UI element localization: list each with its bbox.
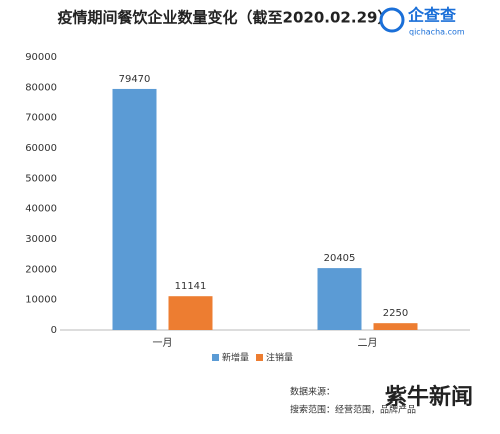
legend-label: 新增量	[222, 352, 249, 364]
footnote: 数据来源：	[290, 386, 335, 398]
legend-label: 注销量	[266, 352, 293, 364]
data-label: 20405	[324, 253, 356, 264]
x-tick-label: 二月	[358, 337, 378, 349]
bar	[373, 323, 418, 330]
bar	[168, 296, 213, 330]
bar	[317, 268, 362, 330]
logo-icon	[379, 7, 405, 33]
data-label: 11141	[175, 281, 207, 292]
x-tick-label: 一月	[153, 337, 173, 349]
y-tick-label: 50000	[25, 173, 57, 184]
footnote: 搜索范围：经营范围，品牌产品	[290, 404, 416, 416]
logo-url: qichacha.com	[409, 28, 465, 37]
watermark: 紫牛新闻	[385, 384, 473, 410]
logo-text: 企查查	[407, 6, 456, 25]
y-tick-label: 40000	[25, 204, 57, 215]
y-tick-label: 10000	[25, 295, 57, 306]
bar	[112, 88, 157, 330]
data-label: 79470	[119, 74, 151, 85]
y-tick-label: 20000	[25, 264, 57, 275]
chart-title: 疫情期间餐饮企业数量变化（截至2020.02.29）	[58, 9, 393, 27]
y-tick-label: 60000	[25, 143, 57, 154]
data-label: 2250	[383, 308, 408, 319]
y-tick-label: 0	[51, 325, 57, 336]
legend-swatch	[212, 354, 219, 361]
y-tick-label: 70000	[25, 113, 57, 124]
y-tick-label: 80000	[25, 82, 57, 93]
y-tick-label: 30000	[25, 234, 57, 245]
legend-swatch	[256, 354, 263, 361]
logo: 企查查 qichacha.com	[379, 6, 465, 37]
y-tick-label: 90000	[25, 52, 57, 63]
